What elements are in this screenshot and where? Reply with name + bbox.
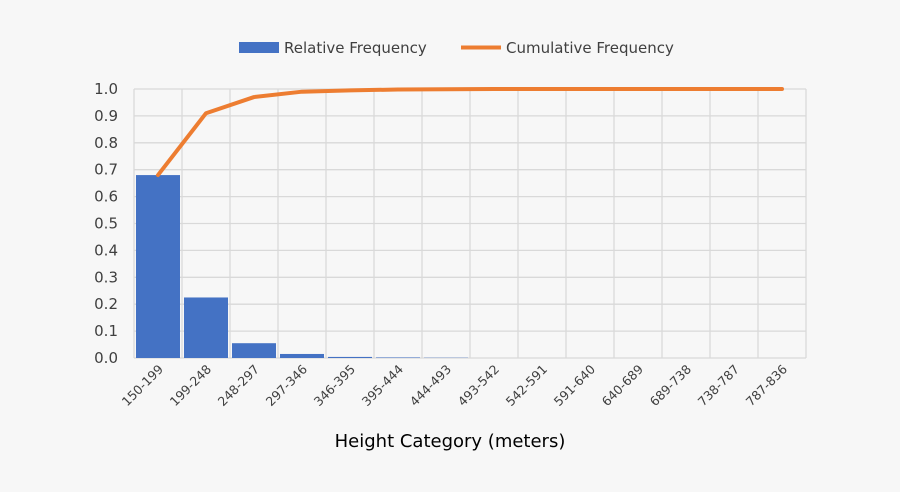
legend-swatch-relative bbox=[239, 42, 279, 53]
x-tick-label: 199-248 bbox=[167, 361, 215, 409]
bar bbox=[184, 297, 228, 358]
x-tick-label: 542-591 bbox=[503, 362, 551, 410]
cumulative-line bbox=[156, 87, 784, 178]
x-tick-label: 346-395 bbox=[311, 362, 359, 410]
y-tick-label: 1.0 bbox=[94, 80, 118, 98]
y-axis: 0.0 0.1 0.2 0.3 0.4 0.5 0.6 0.7 0.8 0.9 1.0 bbox=[94, 80, 118, 367]
y-tick-label: 0.9 bbox=[94, 107, 118, 125]
y-tick-label: 0.7 bbox=[94, 161, 118, 179]
bar bbox=[280, 353, 324, 358]
legend-label-relative: Relative Frequency bbox=[284, 39, 427, 57]
y-tick-label: 0.8 bbox=[94, 134, 118, 152]
x-tick-label: 493-542 bbox=[455, 362, 503, 410]
line-series bbox=[156, 87, 784, 178]
y-tick-label: 0.5 bbox=[94, 215, 118, 233]
bar-series bbox=[136, 175, 468, 358]
bar bbox=[376, 357, 420, 358]
x-tick-label: 738-787 bbox=[695, 362, 743, 410]
bar bbox=[328, 356, 372, 358]
gridlines bbox=[133, 88, 807, 359]
x-tick-label: 150-199 bbox=[119, 361, 167, 409]
y-tick-label: 0.6 bbox=[94, 188, 118, 206]
x-tick-label: 444-493 bbox=[407, 362, 455, 410]
y-tick-label: 0.0 bbox=[94, 349, 118, 367]
x-tick-label: 591-640 bbox=[551, 361, 599, 409]
y-tick-label: 0.2 bbox=[94, 295, 118, 313]
y-tick-label: 0.1 bbox=[94, 322, 118, 340]
x-tick-label: 248-297 bbox=[215, 362, 263, 410]
y-tick-label: 0.3 bbox=[94, 268, 118, 286]
x-tick-label: 640-689 bbox=[599, 361, 647, 409]
legend-label-cumulative: Cumulative Frequency bbox=[506, 39, 674, 57]
bar bbox=[136, 175, 180, 358]
x-axis: 150-199 199-248 248-297 297-346 346-395 395-4… bbox=[119, 361, 791, 409]
bar bbox=[232, 343, 276, 358]
x-tick-label: 689-738 bbox=[647, 361, 695, 409]
x-axis-title: Height Category (meters) bbox=[335, 431, 566, 452]
x-tick-label: 395-444 bbox=[359, 361, 407, 409]
legend: Relative Frequency Cumulative Frequency bbox=[239, 39, 674, 57]
y-tick-label: 0.4 bbox=[94, 241, 118, 259]
x-tick-label: 297-346 bbox=[263, 361, 311, 409]
x-tick-label: 787-836 bbox=[743, 361, 791, 409]
